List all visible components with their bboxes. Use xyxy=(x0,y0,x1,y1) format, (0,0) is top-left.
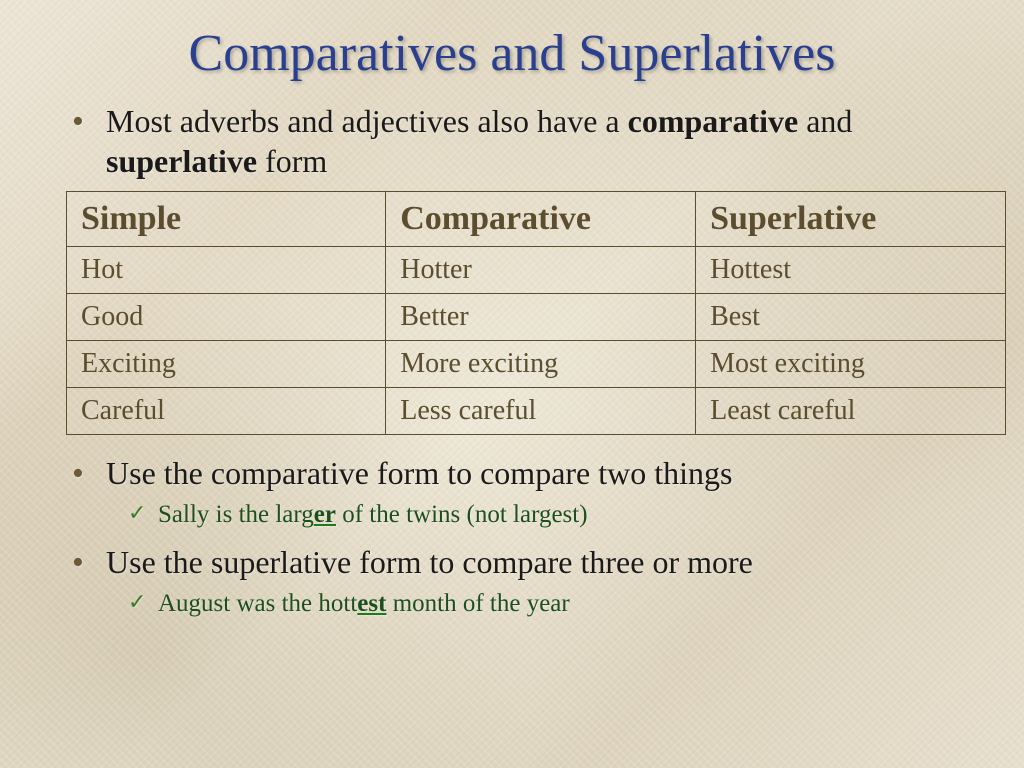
slide-title: Comparatives and Superlatives xyxy=(48,24,976,83)
usage-bullet-superlative: Use the superlative form to compare thre… xyxy=(106,542,976,621)
ex-post: of the twins (not largest) xyxy=(336,501,588,528)
cell: Hottest xyxy=(696,247,1006,294)
cell: Better xyxy=(386,294,696,341)
cell: Most exciting xyxy=(696,341,1006,388)
intro-bullet: Most adverbs and adjectives also have a … xyxy=(106,101,976,181)
intro-kw1: comparative xyxy=(628,103,799,139)
cell: Less careful xyxy=(386,388,696,435)
th-simple: Simple xyxy=(67,192,386,247)
table-header-row: Simple Comparative Superlative xyxy=(67,192,1006,247)
comparison-table: Simple Comparative Superlative Hot Hotte… xyxy=(66,191,1006,435)
intro-post: form xyxy=(257,143,327,179)
ex-post: month of the year xyxy=(386,590,569,617)
cell: More exciting xyxy=(386,341,696,388)
usage-bullet-comparative: Use the comparative form to compare two … xyxy=(106,453,976,532)
example-list: Sally is the larger of the twins (not la… xyxy=(106,499,976,532)
example-item: Sally is the larger of the twins (not la… xyxy=(158,499,976,532)
cell: Hotter xyxy=(386,247,696,294)
ex-suffix: est xyxy=(357,590,386,617)
ex-pre: August was the hott xyxy=(158,590,357,617)
slide: Comparatives and Superlatives Most adver… xyxy=(0,0,1024,768)
table-row: Exciting More exciting Most exciting xyxy=(67,341,1006,388)
table-row: Good Better Best xyxy=(67,294,1006,341)
example-list: August was the hottest month of the year xyxy=(106,588,976,621)
th-comparative: Comparative xyxy=(386,192,696,247)
th-superlative: Superlative xyxy=(696,192,1006,247)
cell: Hot xyxy=(67,247,386,294)
table-body: Hot Hotter Hottest Good Better Best Exci… xyxy=(67,247,1006,435)
usage-list: Use the comparative form to compare two … xyxy=(48,453,976,620)
cell: Good xyxy=(67,294,386,341)
cell: Best xyxy=(696,294,1006,341)
example-item: August was the hottest month of the year xyxy=(158,588,976,621)
intro-mid: and xyxy=(798,103,852,139)
usage-text: Use the superlative form to compare thre… xyxy=(106,544,753,580)
table-row: Hot Hotter Hottest xyxy=(67,247,1006,294)
table-row: Careful Less careful Least careful xyxy=(67,388,1006,435)
intro-pre: Most adverbs and adjectives also have a xyxy=(106,103,628,139)
ex-suffix: er xyxy=(314,501,336,528)
cell: Exciting xyxy=(67,341,386,388)
intro-list: Most adverbs and adjectives also have a … xyxy=(48,101,976,181)
usage-text: Use the comparative form to compare two … xyxy=(106,455,732,491)
cell: Careful xyxy=(67,388,386,435)
intro-kw2: superlative xyxy=(106,143,257,179)
cell: Least careful xyxy=(696,388,1006,435)
ex-pre: Sally is the larg xyxy=(158,501,314,528)
